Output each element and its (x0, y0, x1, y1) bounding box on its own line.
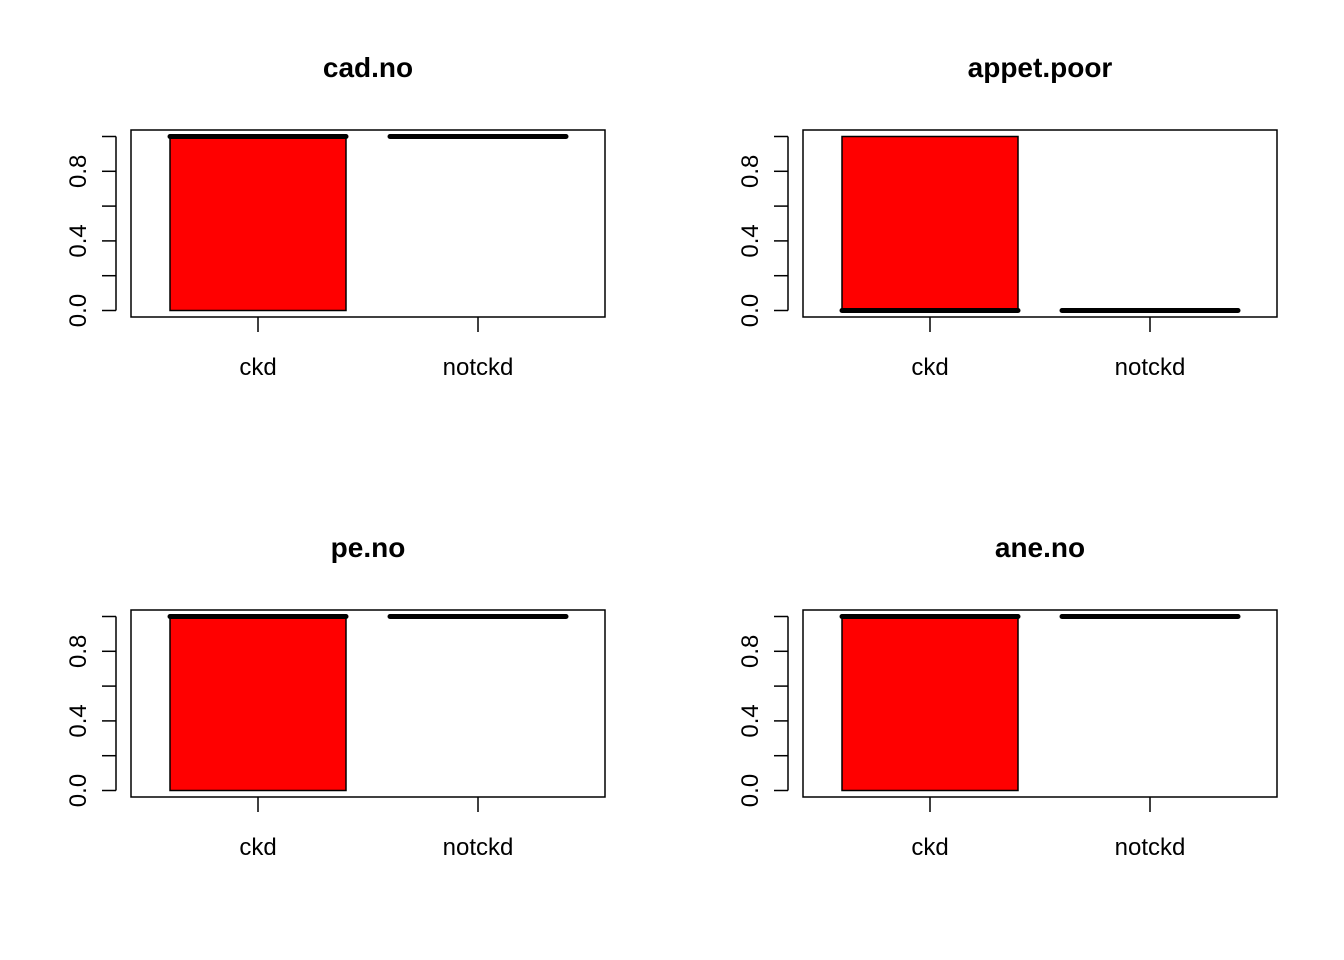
y-tick-label: 0.0 (737, 294, 764, 327)
box-ckd (169, 135, 347, 312)
box-ckd (169, 615, 347, 792)
x-tick-label: notckd (1115, 354, 1186, 381)
panel-title: cad.no (323, 52, 413, 83)
x-tick-label: ckd (239, 834, 276, 861)
box-ckd (841, 135, 1019, 312)
y-tick-label: 0.4 (65, 704, 92, 737)
y-tick-label: 0.0 (65, 294, 92, 327)
x-tick-label: notckd (1115, 834, 1186, 861)
y-tick-label: 0.0 (737, 774, 764, 807)
plot-frame (130, 129, 606, 318)
y-tick-label: 0.8 (737, 155, 764, 188)
plot-frame (130, 609, 606, 798)
x-tick-label: notckd (443, 834, 514, 861)
x-tick-label: ckd (911, 354, 948, 381)
panel-3: pe.no 0.0 0.4 0.8 ckd notckd (65, 532, 606, 861)
y-tick-label: 0.8 (737, 635, 764, 668)
panel-title: ane.no (995, 532, 1085, 563)
box-ckd (841, 615, 1019, 792)
panel-1: cad.no 0.0 0.4 0.8 ckd notckd (65, 52, 606, 381)
y-tick-label: 0.4 (65, 224, 92, 257)
y-tick-label: 0.4 (737, 224, 764, 257)
y-tick-label: 0.0 (65, 774, 92, 807)
plot-frame (802, 129, 1278, 318)
x-tick-label: notckd (443, 354, 514, 381)
plot-frame (802, 609, 1278, 798)
panel-2: appet.poor 0.0 0.4 0.8 ckd notckd (737, 52, 1278, 381)
y-tick-label: 0.8 (65, 635, 92, 668)
panel-title: pe.no (331, 532, 406, 563)
panel-title: appet.poor (968, 52, 1113, 83)
panel-4: ane.no 0.0 0.4 0.8 ckd notckd (737, 532, 1278, 861)
y-tick-label: 0.8 (65, 155, 92, 188)
y-tick-label: 0.4 (737, 704, 764, 737)
x-tick-label: ckd (239, 354, 276, 381)
x-tick-label: ckd (911, 834, 948, 861)
